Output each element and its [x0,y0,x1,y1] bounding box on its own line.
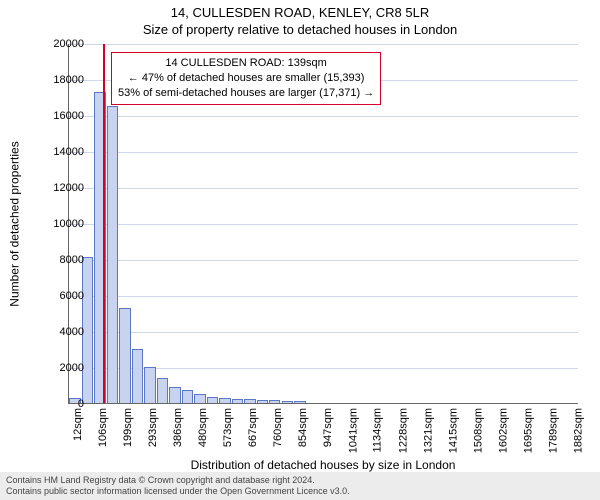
histogram-bar [182,390,194,403]
annotation-line: 53% of semi-detached houses are larger (… [118,86,374,101]
footer-line-1: Contains HM Land Registry data © Crown c… [6,475,594,486]
y-tick-label: 16000 [53,110,84,122]
histogram-bar [107,106,119,403]
histogram-bar [132,349,144,403]
histogram-bar [282,401,294,403]
gridline [69,44,578,45]
histogram-bar [144,367,156,403]
gridline [69,260,578,261]
footer-attribution: Contains HM Land Registry data © Crown c… [0,472,600,500]
plot-area: 14 CULLESDEN ROAD: 139sqm← 47% of detach… [68,44,578,404]
histogram-plot: 14 CULLESDEN ROAD: 139sqm← 47% of detach… [68,44,578,404]
property-marker-line [103,44,105,403]
histogram-bar [194,394,206,403]
page-title: 14, CULLESDEN ROAD, KENLEY, CR8 5LR [0,5,600,20]
annotation-box: 14 CULLESDEN ROAD: 139sqm← 47% of detach… [111,52,381,105]
x-axis-label: Distribution of detached houses by size … [68,458,578,472]
histogram-bar [157,378,169,403]
y-tick-label: 6000 [60,290,84,302]
annotation-line: 14 CULLESDEN ROAD: 139sqm [118,56,374,71]
y-tick-label: 18000 [53,74,84,86]
y-tick-label: 8000 [60,254,84,266]
histogram-bar [119,308,131,403]
histogram-bar [294,401,306,403]
y-tick-label: 14000 [53,146,84,158]
histogram-bar [207,397,219,403]
y-axis-label: Number of detached properties [8,44,22,404]
gridline [69,332,578,333]
histogram-bar [232,399,244,404]
page-subtitle: Size of property relative to detached ho… [0,22,600,37]
y-tick-label: 10000 [53,218,84,230]
y-tick-label: 4000 [60,326,84,338]
y-tick-label: 20000 [53,38,84,50]
gridline [69,296,578,297]
histogram-bar [269,400,281,403]
gridline [69,116,578,117]
histogram-bar [169,387,181,403]
gridline [69,224,578,225]
footer-line-2: Contains public sector information licen… [6,486,594,497]
y-tick-label: 2000 [60,362,84,374]
annotation-line: ← 47% of detached houses are smaller (15… [118,71,374,86]
y-tick-label: 12000 [53,182,84,194]
histogram-bar [257,400,269,403]
gridline [69,152,578,153]
histogram-bar [244,399,256,403]
histogram-bar [219,398,231,403]
gridline [69,188,578,189]
